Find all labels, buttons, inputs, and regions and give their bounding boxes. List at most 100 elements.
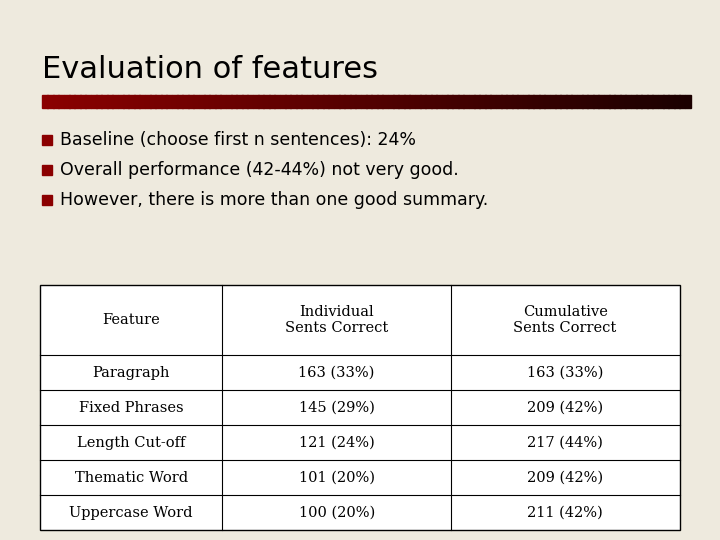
Bar [112,95,118,108]
Bar [426,95,431,108]
Bar [441,95,448,108]
Bar [91,95,96,108]
Bar [333,95,340,108]
Text: Thematic Word: Thematic Word [75,470,188,484]
Bar [285,95,291,108]
Bar [474,95,480,108]
Text: 209 (42%): 209 (42%) [527,401,603,415]
Bar [123,95,129,108]
Bar [663,95,669,108]
Bar [534,95,539,108]
Text: 211 (42%): 211 (42%) [527,505,603,519]
Bar [642,95,647,108]
Bar [69,95,75,108]
Text: Evaluation of features: Evaluation of features [42,55,378,84]
Bar [264,95,269,108]
Bar [539,95,545,108]
Bar [258,95,264,108]
Text: However, there is more than one good summary.: However, there is more than one good sum… [60,191,488,209]
Bar [657,95,664,108]
Bar [631,95,636,108]
Bar [625,95,631,108]
Bar [58,95,64,108]
Bar [42,195,52,205]
Bar [544,95,550,108]
Bar [193,95,199,108]
Bar [404,95,410,108]
Bar [355,95,361,108]
Bar [231,95,237,108]
Bar [463,95,469,108]
Bar [253,95,258,108]
Bar [528,95,534,108]
Bar [182,95,189,108]
Bar [652,95,658,108]
Bar [145,95,150,108]
Bar [344,95,351,108]
Text: 163 (33%): 163 (33%) [299,366,375,380]
Text: 100 (20%): 100 (20%) [299,505,375,519]
Text: 121 (24%): 121 (24%) [299,435,374,449]
Text: Cumulative
Sents Correct: Cumulative Sents Correct [513,305,617,335]
Bar [609,95,615,108]
Text: Baseline (choose first n sentences): 24%: Baseline (choose first n sentences): 24% [60,131,416,149]
Bar [523,95,528,108]
Bar [134,95,140,108]
Bar [409,95,415,108]
Bar [42,135,52,145]
Bar [188,95,194,108]
Bar [236,95,243,108]
Bar [171,95,178,108]
Bar [366,95,372,108]
Text: 163 (33%): 163 (33%) [527,366,603,380]
Bar [431,95,437,108]
Bar [307,95,312,108]
Bar [274,95,280,108]
Bar [679,95,685,108]
Bar [436,95,442,108]
Bar [323,95,329,108]
Bar [161,95,167,108]
Bar [53,95,59,108]
Bar [312,95,318,108]
Bar [296,95,302,108]
Bar [549,95,556,108]
Text: 217 (44%): 217 (44%) [527,435,603,449]
Text: Overall performance (42-44%) not very good.: Overall performance (42-44%) not very go… [60,161,459,179]
Bar [593,95,599,108]
Bar [328,95,334,108]
Bar [495,95,502,108]
Bar [485,95,491,108]
Bar [382,95,388,108]
Bar [598,95,604,108]
Bar [555,95,561,108]
Bar [480,95,485,108]
Bar [447,95,453,108]
Text: 101 (20%): 101 (20%) [299,470,374,484]
Bar [566,95,572,108]
Bar [204,95,210,108]
Bar [636,95,642,108]
Bar [398,95,405,108]
Bar [387,95,394,108]
Text: Paragraph: Paragraph [92,366,170,380]
Bar [588,95,593,108]
Text: Feature: Feature [102,313,160,327]
Bar [42,95,48,108]
Bar [501,95,507,108]
Bar [620,95,626,108]
Text: Fixed Phrases: Fixed Phrases [79,401,184,415]
Bar [107,95,113,108]
Text: 209 (42%): 209 (42%) [527,470,603,484]
Bar [571,95,577,108]
Text: Individual
Sents Correct: Individual Sents Correct [285,305,388,335]
Bar [458,95,464,108]
Bar [490,95,496,108]
Bar [674,95,680,108]
Bar [318,95,323,108]
Bar [139,95,145,108]
Bar [269,95,275,108]
Bar [199,95,204,108]
Bar [150,95,156,108]
Bar [242,95,248,108]
